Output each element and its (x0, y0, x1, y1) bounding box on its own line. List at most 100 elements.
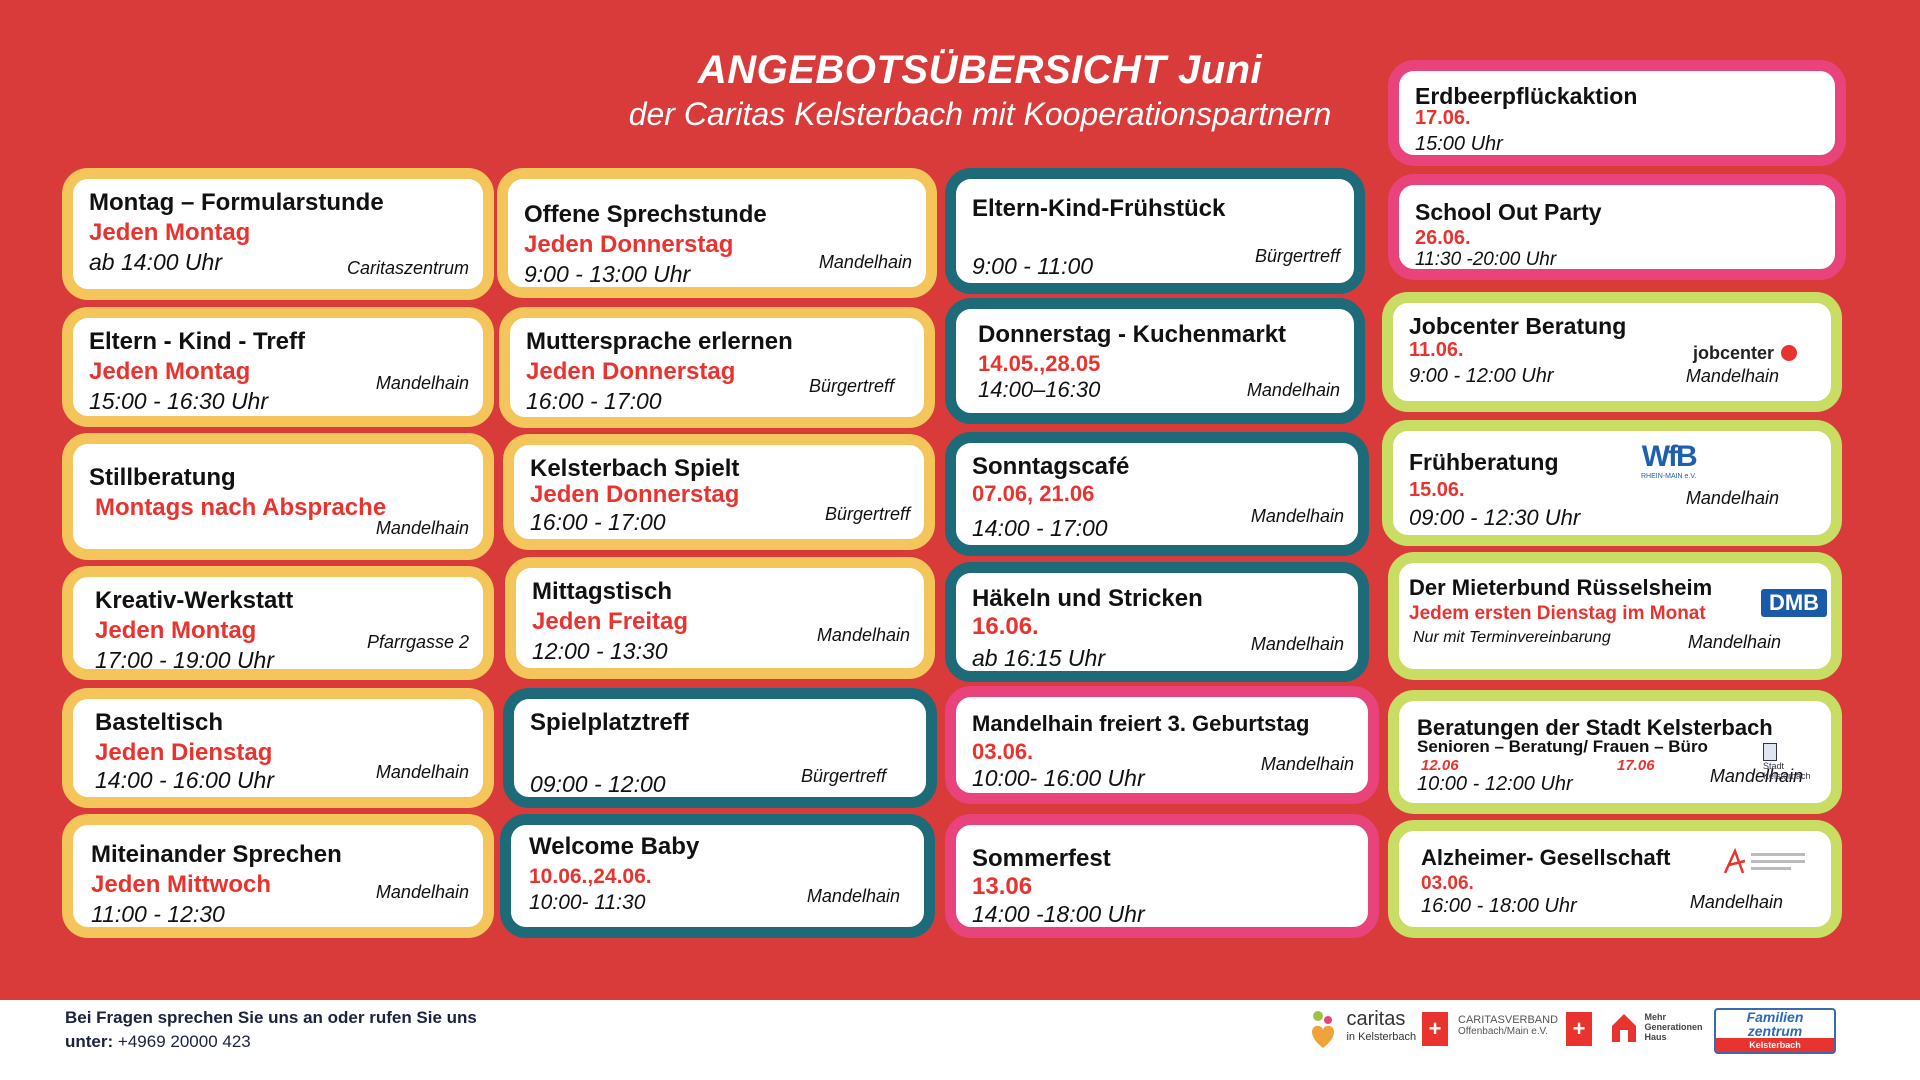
card-title: Kelsterbach Spielt (530, 455, 740, 482)
card-welcome-baby: Welcome Baby 10.06.,24.06. 10:00- 11:30 … (500, 814, 935, 938)
jobcenter-logo-text: jobcenter (1693, 343, 1775, 363)
card-title: Alzheimer- Gesellschaft (1421, 845, 1671, 870)
footer-phone[interactable]: +4969 20000 423 (117, 1032, 251, 1051)
card-title: Mittagstisch (532, 578, 673, 605)
card-day: Jeden Montag (89, 358, 251, 385)
card-place: Bürgertreff (1254, 246, 1340, 266)
card-sonntagscafe: Sonntagscafé 07.06, 21.06 14:00 - 17:00 … (945, 432, 1369, 556)
card-title: Erdbeerpflückaktion (1415, 83, 1638, 109)
card-place: Mandelhain (375, 518, 469, 538)
card-miteinander-sprechen: Miteinander Sprechen Jeden Mittwoch 11:0… (62, 814, 494, 938)
card-time: 17:00 - 19:00 Uhr (95, 647, 275, 673)
card-title: Mandelhain freiert 3. Geburtstag (972, 711, 1310, 736)
card-day: Jeden Donnerstag (526, 358, 736, 385)
card-time: 11:30 -20:00 Uhr (1415, 249, 1557, 270)
caritas-cross-logo-1: + (1422, 1012, 1448, 1046)
card-place: Mandelhain (375, 762, 469, 782)
card-title: Stillberatung (89, 464, 236, 491)
page-title: ANGEBOTSÜBERSICHT Juni (697, 48, 1263, 92)
card-eltern-kind-treff: Eltern - Kind - Treff Jeden Montag 15:00… (62, 307, 494, 427)
card-day: 13.06 (972, 873, 1033, 900)
card-subtitle: Senioren – Beratung/ Frauen – Büro (1417, 737, 1708, 756)
card-time: 11:00 - 12:30 (91, 901, 225, 927)
card-title: School Out Party (1415, 199, 1602, 225)
card-time: 14:00 - 16:00 Uhr (95, 767, 275, 793)
card-day: 17.06. (1415, 107, 1471, 129)
card-time: ab 14:00 Uhr (89, 249, 222, 275)
card-title: Offene Sprechstunde (524, 201, 767, 228)
card-place: Mandelhain (816, 625, 910, 645)
card-title: Eltern-Kind-Frühstück (972, 195, 1226, 222)
card-sommerfest: Sommerfest 13.06 14:00 -18:00 Uhr (945, 814, 1379, 938)
card-day: 26.06. (1415, 227, 1471, 249)
card-mandelhain-geburtstag: Mandelhain freiert 3. Geburtstag 03.06. … (945, 686, 1379, 804)
card-title: Miteinander Sprechen (91, 841, 342, 868)
card-school-out-party: School Out Party 26.06. 11:30 -20:00 Uhr (1388, 174, 1846, 280)
card-note: Nur mit Terminvereinbarung (1413, 629, 1611, 646)
card-title: Sonntagscafé (972, 453, 1130, 480)
caritasverband-logo: CARITASVERBAND Offenbach/Main e.V. (1458, 1014, 1558, 1037)
wfb-logo: WfB RHEIN-MAIN e.V. (1641, 441, 1698, 481)
card-day: 11.06. (1409, 339, 1464, 361)
card-place: Mandelhain (375, 373, 469, 393)
card-time: 14:00 -18:00 Uhr (972, 901, 1145, 927)
caritasverband-text-2: Offenbach/Main e.V. (1458, 1026, 1549, 1037)
card-time: 09:00 - 12:00 (530, 771, 666, 797)
card-beratungen-stadt: Beratungen der Stadt Kelsterbach Seniore… (1388, 690, 1842, 814)
mgh-text-1: Mehr (1644, 1012, 1666, 1022)
card-basteltisch: Basteltisch Jeden Dienstag 14:00 - 16:00… (62, 688, 494, 808)
card-mittagstisch: Mittagstisch Jeden Freitag 12:00 - 13:30… (505, 557, 935, 679)
footer-contact: unter: +4969 20000 423 (65, 1032, 251, 1052)
card-date-senioren: 12.06 (1421, 757, 1459, 774)
card-place: Mandelhain (1260, 754, 1354, 774)
card-time: 12:00 - 13:30 (532, 638, 668, 664)
card-place: Mandelhain (1246, 380, 1340, 400)
card-title: Beratungen der Stadt Kelsterbach (1417, 715, 1773, 740)
card-place: Bürgertreff (824, 504, 910, 524)
card-time: 16:00 - 17:00 (530, 509, 666, 535)
card-title: Kreativ-Werkstatt (95, 587, 294, 614)
fz-text-3: Kelsterbach (1716, 1038, 1834, 1052)
card-time: 9:00 - 12:00 Uhr (1409, 365, 1554, 387)
card-stillberatung: Stillberatung Montags nach Absprache Man… (62, 433, 494, 560)
wfb-logo-sub: RHEIN-MAIN e.V. (1641, 473, 1697, 480)
card-time: 09:00 - 12:30 Uhr (1409, 505, 1581, 530)
card-title: Welcome Baby (529, 833, 700, 860)
card-day: 10.06.,24.06. (529, 865, 652, 888)
mgh-text-3: Haus (1644, 1032, 1667, 1042)
card-place: Bürgertreff (800, 766, 886, 786)
card-title: Sommerfest (972, 845, 1111, 872)
card-day: 15.06. (1409, 479, 1465, 501)
card-time: 10:00- 16:00 Uhr (972, 765, 1145, 791)
card-place: Mandelhain (1689, 892, 1783, 912)
fz-text-2: zentrum (1747, 1023, 1803, 1039)
card-time: 14:00 - 17:00 (972, 515, 1108, 541)
caritas-logo-text: caritas (1346, 1008, 1406, 1030)
card-day: Jeden Mittwoch (91, 871, 272, 898)
card-erdbeerpflueckaktion: Erdbeerpflückaktion 17.06. 15:00 Uhr (1388, 60, 1846, 166)
card-day: Montags nach Absprache (95, 494, 387, 521)
stadt-crest-icon (1763, 743, 1777, 761)
card-kreativ-werkstatt: Kreativ-Werkstatt Jeden Montag 17:00 - 1… (62, 566, 494, 680)
card-day: Jeden Donnerstag (530, 481, 740, 508)
card-day: 14.05.,28.05 (978, 351, 1101, 376)
stadt-kelsterbach-logo: Stadt Kelsterbach (1763, 743, 1831, 784)
card-kuchenmarkt: Donnerstag - Kuchenmarkt 14.05.,28.05 14… (945, 298, 1365, 424)
card-place: Mandelhain (806, 886, 900, 906)
caritas-kelsterbach-logo: caritas in Kelsterbach (1308, 1008, 1416, 1052)
card-haekeln-stricken: Häkeln und Stricken 16.06. ab 16:15 Uhr … (945, 562, 1369, 682)
card-title: Der Mieterbund Rüsselsheim (1409, 575, 1713, 600)
card-day: Jeden Dienstag (95, 739, 273, 766)
card-day: Jeden Freitag (532, 608, 689, 635)
card-place: Mandelhain (818, 252, 912, 272)
card-muttersprache: Muttersprache erlernen Jeden Donnerstag … (499, 307, 935, 428)
card-day: Jeden Montag (89, 219, 251, 246)
card-place: Mandelhain (1685, 366, 1779, 386)
card-place: Mandelhain (1687, 632, 1781, 652)
card-time: 16:00 - 17:00 (526, 388, 662, 414)
card-title: Muttersprache erlernen (526, 328, 793, 355)
mehrgenerationenhaus-logo: Mehr Generationen Haus (1610, 1012, 1702, 1044)
card-title: Eltern - Kind - Treff (89, 328, 305, 355)
card-alzheimer: Alzheimer- Gesellschaft 03.06. 16:00 - 1… (1388, 820, 1842, 938)
dmb-logo: DMB (1761, 589, 1827, 617)
